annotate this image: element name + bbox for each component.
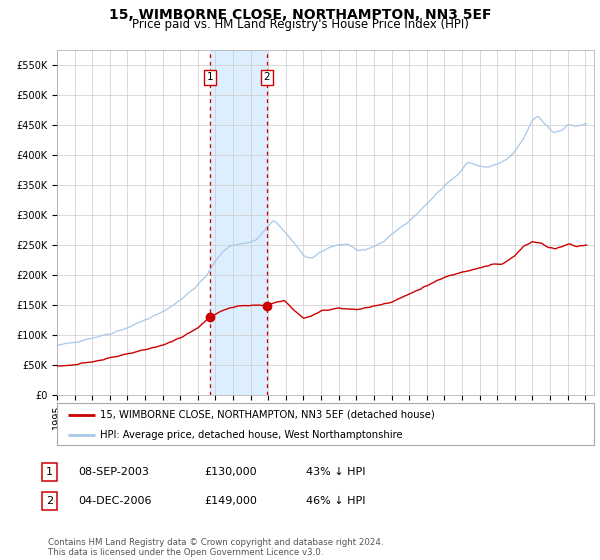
Text: Contains HM Land Registry data © Crown copyright and database right 2024.
This d: Contains HM Land Registry data © Crown c…	[48, 538, 383, 557]
Text: 15, WIMBORNE CLOSE, NORTHAMPTON, NN3 5EF (detached house): 15, WIMBORNE CLOSE, NORTHAMPTON, NN3 5EF…	[100, 409, 435, 419]
Text: 04-DEC-2006: 04-DEC-2006	[78, 496, 151, 506]
Text: HPI: Average price, detached house, West Northamptonshire: HPI: Average price, detached house, West…	[100, 430, 403, 440]
Bar	[210, 50, 267, 395]
Text: Price paid vs. HM Land Registry's House Price Index (HPI): Price paid vs. HM Land Registry's House …	[131, 18, 469, 31]
Text: 2: 2	[46, 496, 53, 506]
Text: £130,000: £130,000	[204, 467, 257, 477]
Text: 1: 1	[206, 72, 214, 82]
Text: 46% ↓ HPI: 46% ↓ HPI	[306, 496, 365, 506]
Text: £149,000: £149,000	[204, 496, 257, 506]
Text: 43% ↓ HPI: 43% ↓ HPI	[306, 467, 365, 477]
Text: 1: 1	[46, 467, 53, 477]
Text: 2: 2	[263, 72, 270, 82]
Text: 15, WIMBORNE CLOSE, NORTHAMPTON, NN3 5EF: 15, WIMBORNE CLOSE, NORTHAMPTON, NN3 5EF	[109, 8, 491, 22]
Text: 08-SEP-2003: 08-SEP-2003	[78, 467, 149, 477]
